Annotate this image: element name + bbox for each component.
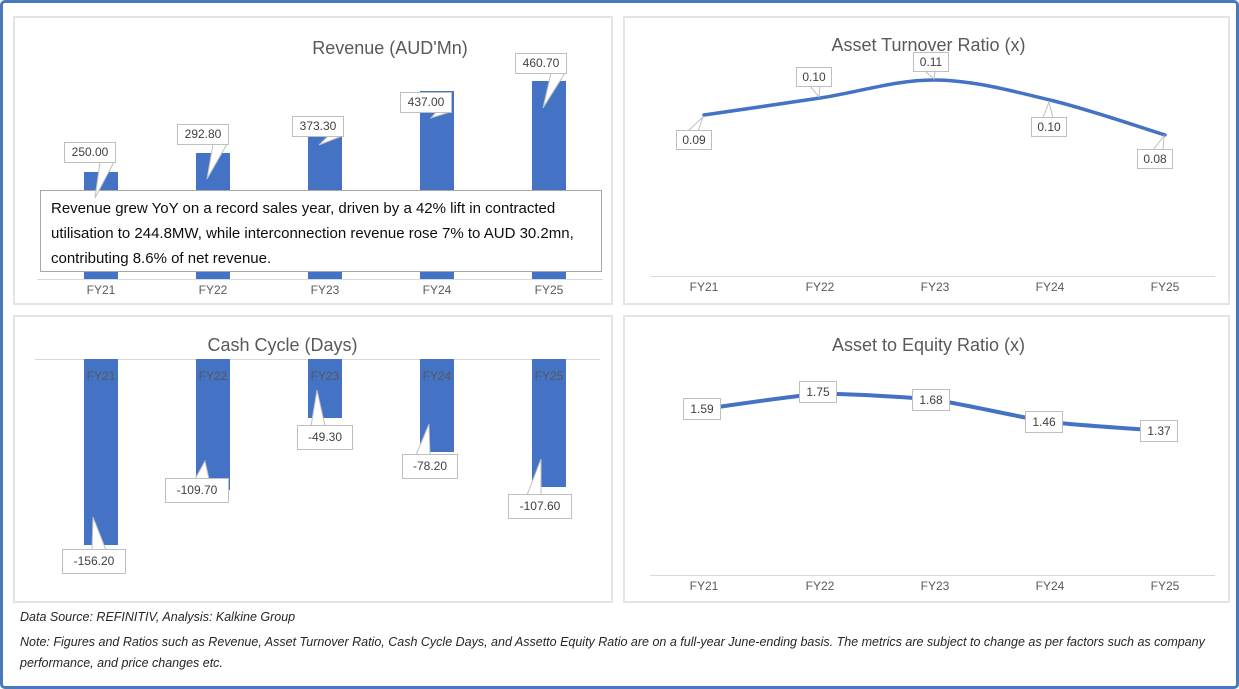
data-label-callout: 1.68	[912, 389, 950, 411]
axis-label-fy25: FY25	[534, 283, 564, 297]
data-label-callout: 0.09	[676, 130, 712, 150]
callout-pointer	[318, 135, 343, 146]
bar-fy21	[84, 359, 118, 545]
axis-label-fy21: FY21	[689, 579, 719, 593]
disclaimer-note: Note: Figures and Ratios such as Revenue…	[20, 635, 1205, 670]
axis-label-fy24: FY24	[422, 283, 452, 297]
axis-label-fy22: FY22	[198, 283, 228, 297]
asset-to-equity-chart-title: Asset to Equity Ratio (x)	[831, 335, 1026, 355]
x-axis-line	[650, 276, 1215, 277]
x-axis-line	[37, 279, 603, 280]
data-label-callout: 0.08	[1137, 149, 1173, 169]
axis-label-fy25: FY25	[1150, 579, 1180, 593]
callout-pointers-svg	[91, 389, 542, 551]
axis-label-fy23: FY23	[920, 579, 950, 593]
asset-turnover-plot-area: FY21 FY22 FY23 FY24 FY25 0.09 0.10 0.11 0.10 0.08	[625, 18, 1228, 303]
data-label-callout: -49.30	[297, 425, 353, 450]
data-label-callout: 0.11	[913, 52, 949, 72]
callout-pointers-svg	[94, 72, 566, 199]
asset-to-equity-chart-panel: Asset to Equity Ratio (x) FY21 FY22 FY23 FY…	[623, 315, 1230, 603]
footer-notes: Data Source: REFINITIV, Analysis: Kalkin…	[20, 607, 1226, 678]
line-series-svg	[686, 70, 1167, 151]
axis-label-fy22: FY22	[805, 280, 835, 294]
callout-pointer	[310, 389, 326, 427]
data-label-callout: 1.59	[683, 398, 721, 420]
asset-to-equity-plot-area: FY21 FY22 FY23 FY24 FY25 1.59 1.75 1.68 1.46 1.37	[625, 317, 1228, 601]
data-label-callout: 0.10	[1031, 117, 1067, 137]
data-label-callout: -109.70	[165, 478, 229, 503]
line-series-svg	[702, 391, 1167, 433]
callout-pointer	[194, 459, 210, 480]
axis-label-fy25: FY25	[534, 369, 564, 383]
axis-label-fy21: FY21	[689, 280, 719, 294]
axis-label-fy22: FY22	[805, 579, 835, 593]
axis-label-fy25: FY25	[1150, 280, 1180, 294]
data-label-callout: 373.30	[292, 116, 344, 137]
line-series	[702, 78, 1167, 137]
callout-pointer	[526, 458, 542, 496]
revenue-chart-title: Revenue (AUD'Mn)	[312, 38, 468, 58]
callout-pointer	[1151, 134, 1165, 151]
callout-pointer	[415, 423, 431, 456]
data-source-note: Data Source: REFINITIV, Analysis: Kalkin…	[20, 610, 296, 624]
data-label-callout: 0.10	[796, 67, 832, 87]
data-label-callout: 292.80	[177, 124, 229, 145]
data-label-callout: -156.20	[62, 549, 126, 574]
axis-label-fy23: FY23	[310, 283, 340, 297]
bar-fy25	[532, 359, 566, 488]
data-label-callout: 437.00	[400, 92, 452, 113]
revenue-chart-panel: Revenue (AUD'Mn) FY21 FY22 FY23 FY24 FY25 250…	[13, 16, 613, 305]
callout-pointer	[686, 116, 704, 132]
asset-turnover-chart-panel: Asset Turnover Ratio (x) FY21 FY22 FY23 FY2…	[623, 16, 1230, 305]
data-label-callout: 1.75	[799, 381, 837, 403]
callout-pointer	[808, 85, 821, 99]
callout-pointer	[91, 516, 107, 551]
data-label-callout: -78.20	[402, 454, 458, 479]
revenue-plot-area: FY21 FY22 FY23 FY24 FY25 250.00 292.80 373.30 43…	[15, 18, 611, 303]
callout-pointer	[542, 72, 566, 109]
axis-label-fy23: FY23	[310, 369, 340, 383]
cash-cycle-plot-area: FY21 FY22 FY23 FY24 FY25 -156.20 -109.70 -49.30…	[15, 317, 611, 601]
callout-pointer	[1042, 100, 1054, 119]
x-axis-line	[650, 575, 1215, 576]
cash-cycle-chart-title: Cash Cycle (Days)	[207, 335, 358, 355]
data-label-callout: 1.37	[1140, 420, 1178, 442]
data-label-callout: 1.46	[1025, 411, 1063, 433]
asset-turnover-chart-title: Asset Turnover Ratio (x)	[831, 35, 1026, 55]
data-label-callout: 460.70	[515, 53, 567, 74]
callout-pointer	[923, 70, 936, 81]
axis-label-fy22: FY22	[198, 369, 228, 383]
callout-pointer	[94, 161, 115, 199]
axis-label-fy24: FY24	[1035, 280, 1065, 294]
revenue-annotation-box: Revenue grew YoY on a record sales year,…	[40, 190, 602, 272]
axis-label-fy24: FY24	[422, 369, 452, 383]
axis-label-fy21: FY21	[86, 283, 116, 297]
data-label-callout: 250.00	[64, 142, 116, 163]
axis-label-fy24: FY24	[1035, 579, 1065, 593]
axis-label-fy23: FY23	[920, 280, 950, 294]
axis-label-fy21: FY21	[86, 369, 116, 383]
data-label-callout: -107.60	[508, 494, 572, 519]
callout-pointer	[206, 143, 228, 180]
cash-cycle-chart-panel: Cash Cycle (Days) FY21 FY22 FY23 FY24 FY25 -1…	[13, 315, 613, 603]
